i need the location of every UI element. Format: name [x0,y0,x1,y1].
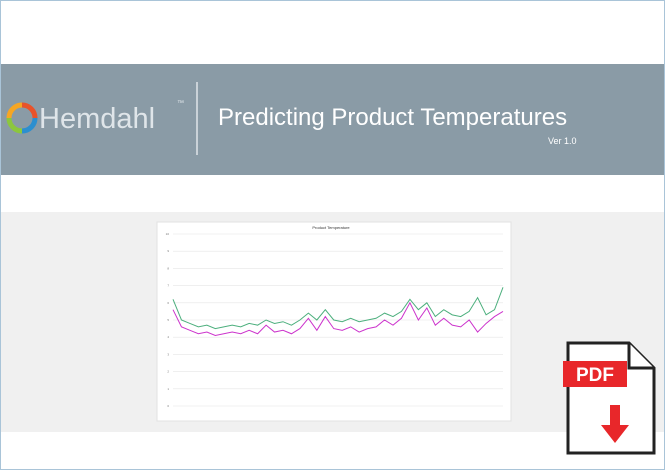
chart-title: Product Temperature [312,225,350,230]
trademark: ™ [177,100,184,107]
y-tick-label: 2 [167,370,169,374]
page-title: Predicting Product Temperatures [218,104,567,131]
y-tick-label: 10 [166,232,170,236]
y-tick-label: 9 [167,249,169,253]
brand: Hemdahl [39,103,155,135]
banner [1,64,664,175]
y-tick-label: 1 [167,387,169,391]
series-line [172,301,504,337]
y-tick-label: 4 [167,335,169,339]
series-line [172,287,504,330]
y-tick-label: 7 [167,284,169,288]
pdf-icon: PDF [563,341,656,455]
logo: Hemdahl ™ [6,100,184,135]
y-tick-label: 6 [167,301,169,305]
chart-card [156,221,512,422]
plot: 0 1 2 3 4 5 6 7 8 9 10 [166,232,504,408]
y-tick-label: 8 [167,266,169,270]
y-tick-label: 5 [167,318,169,322]
y-tick-label: 3 [167,352,169,356]
y-tick-label: 0 [167,404,169,408]
pdf-label: PDF [576,365,614,386]
version: Ver 1.0 [548,136,577,146]
